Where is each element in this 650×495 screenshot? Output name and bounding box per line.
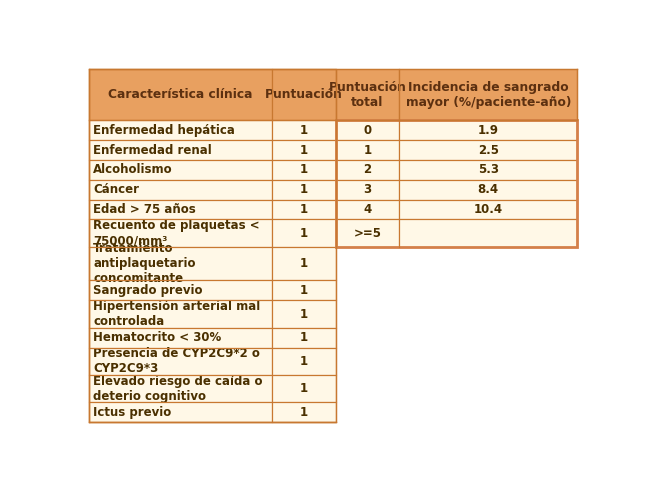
Bar — [272, 160, 335, 180]
Bar — [399, 247, 577, 281]
Bar — [272, 120, 335, 140]
Bar — [399, 375, 577, 402]
Bar — [272, 281, 335, 300]
Text: Recuento de plaquetas <
75000/mm³: Recuento de plaquetas < 75000/mm³ — [94, 219, 260, 247]
Bar — [89, 347, 272, 375]
Text: 4: 4 — [363, 203, 371, 216]
Text: 1: 1 — [300, 144, 308, 156]
Bar — [399, 160, 577, 180]
Text: 5.3: 5.3 — [478, 163, 499, 176]
Bar — [272, 375, 335, 402]
Bar — [399, 328, 577, 347]
Text: 2.5: 2.5 — [478, 144, 499, 156]
Bar — [335, 180, 399, 199]
Bar — [272, 69, 335, 120]
Text: Tratamiento
antiplaquetario
concomitante: Tratamiento antiplaquetario concomitante — [94, 242, 196, 285]
Text: Enfermedad renal: Enfermedad renal — [94, 144, 212, 156]
Text: 1: 1 — [300, 284, 308, 297]
Bar — [335, 140, 399, 160]
Text: 1: 1 — [300, 163, 308, 176]
Text: Ictus previo: Ictus previo — [94, 406, 172, 419]
Bar — [399, 347, 577, 375]
Bar — [272, 219, 335, 247]
Bar — [335, 120, 577, 247]
Bar — [399, 180, 577, 199]
Bar — [272, 300, 335, 328]
Text: 1.9: 1.9 — [478, 124, 499, 137]
Bar — [89, 219, 272, 247]
Bar — [89, 375, 272, 402]
Bar — [399, 281, 577, 300]
Text: 0: 0 — [363, 124, 371, 137]
Text: Sangrado previo: Sangrado previo — [94, 284, 203, 297]
Bar — [89, 120, 272, 140]
Text: 1: 1 — [300, 382, 308, 395]
Bar — [335, 375, 399, 402]
Text: Cáncer: Cáncer — [94, 183, 139, 196]
Text: Edad > 75 años: Edad > 75 años — [94, 203, 196, 216]
Bar — [89, 69, 272, 120]
Text: 1: 1 — [300, 124, 308, 137]
Bar — [335, 347, 399, 375]
Bar — [335, 281, 399, 300]
Bar — [399, 140, 577, 160]
Text: Presencia de CYP2C9*2 o
CYP2C9*3: Presencia de CYP2C9*2 o CYP2C9*3 — [94, 347, 260, 375]
Bar — [399, 120, 577, 140]
Bar — [335, 300, 399, 328]
Bar — [272, 328, 335, 347]
Text: 1: 1 — [300, 406, 308, 419]
Text: 10.4: 10.4 — [474, 203, 503, 216]
Text: Alcoholismo: Alcoholismo — [94, 163, 173, 176]
Bar — [272, 199, 335, 219]
Bar — [335, 328, 399, 347]
Bar — [89, 180, 272, 199]
Bar — [272, 140, 335, 160]
Text: 1: 1 — [300, 183, 308, 196]
Text: 1: 1 — [300, 227, 308, 240]
Bar — [335, 219, 399, 247]
Bar — [89, 402, 272, 422]
Bar — [335, 160, 399, 180]
Bar — [89, 300, 272, 328]
Bar — [89, 328, 272, 347]
Text: Puntuación: Puntuación — [265, 88, 343, 101]
Bar — [89, 199, 272, 219]
Bar — [89, 140, 272, 160]
Bar — [89, 247, 272, 281]
Bar — [89, 160, 272, 180]
Bar — [272, 402, 335, 422]
Text: 1: 1 — [300, 203, 308, 216]
Text: 1: 1 — [300, 355, 308, 368]
Text: Puntuación
total: Puntuación total — [328, 81, 406, 109]
Bar — [89, 281, 272, 300]
Text: 1: 1 — [363, 144, 371, 156]
Text: 1: 1 — [300, 307, 308, 320]
Bar — [335, 69, 399, 120]
Bar — [272, 180, 335, 199]
Text: 1: 1 — [300, 331, 308, 344]
Text: Hematocrito < 30%: Hematocrito < 30% — [94, 331, 222, 344]
Text: 1: 1 — [300, 257, 308, 270]
Text: 8.4: 8.4 — [478, 183, 499, 196]
Bar — [399, 402, 577, 422]
Bar — [272, 247, 335, 281]
Bar — [399, 219, 577, 247]
Bar — [335, 247, 399, 281]
Bar — [399, 300, 577, 328]
Bar — [335, 402, 399, 422]
Text: Incidencia de sangrado
mayor (%/paciente-año): Incidencia de sangrado mayor (%/paciente… — [406, 81, 571, 109]
Text: >=5: >=5 — [354, 227, 382, 240]
Bar — [272, 347, 335, 375]
Bar — [399, 199, 577, 219]
Text: Elevado riesgo de caída o
deterio cognitivo: Elevado riesgo de caída o deterio cognit… — [94, 375, 263, 403]
Text: Enfermedad hepática: Enfermedad hepática — [94, 124, 235, 137]
Bar — [89, 69, 335, 422]
Text: 3: 3 — [363, 183, 371, 196]
Bar — [335, 120, 399, 140]
Text: 2: 2 — [363, 163, 371, 176]
Bar — [335, 199, 399, 219]
Text: Hipertensión arterial mal
controlada: Hipertensión arterial mal controlada — [94, 300, 261, 328]
Text: Característica clínica: Característica clínica — [108, 88, 253, 101]
Bar — [399, 69, 577, 120]
